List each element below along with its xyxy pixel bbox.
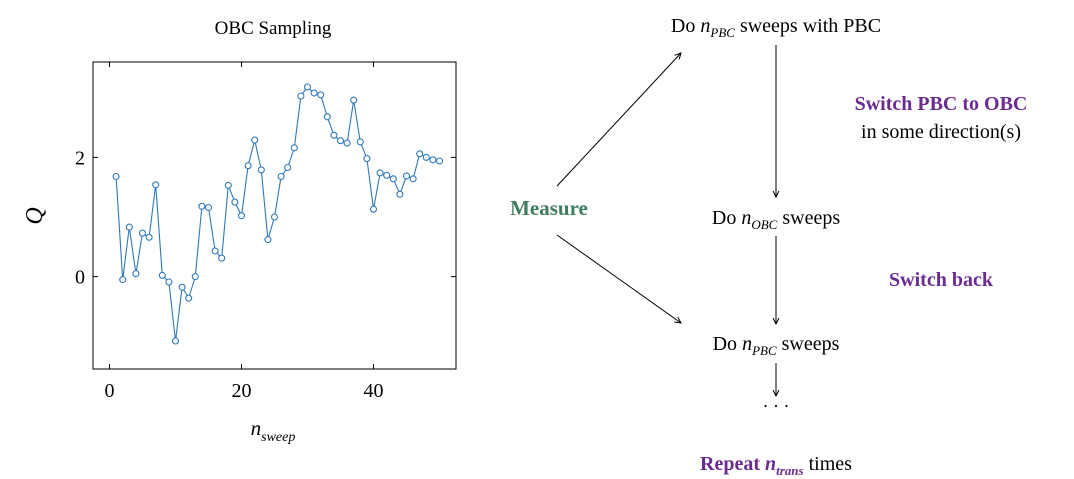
step-pbc-sweeps: Do nPBC sweeps — [713, 333, 840, 358]
switch-pbc-to-obc-label: Switch PBC to OBC — [855, 93, 1028, 115]
data-point — [178, 283, 186, 291]
x-tick-label: 40 — [364, 380, 384, 402]
data-point — [402, 172, 411, 180]
data-point — [336, 137, 345, 145]
data-point — [350, 96, 358, 104]
data-point — [185, 294, 193, 302]
data-point — [389, 175, 397, 183]
data-point — [132, 270, 140, 278]
obc-sampling-chart: OBC Sampling 0 20 40 02 nsweep Q — [22, 18, 457, 445]
arrow-measure-to-step3 — [556, 234, 681, 323]
data-point — [429, 156, 437, 164]
data-point — [277, 172, 285, 181]
x-axis-label: nsweep — [251, 416, 296, 445]
data-point — [257, 166, 265, 174]
series-points — [112, 83, 444, 345]
arrow-measure-to-step1 — [556, 53, 681, 187]
y-tick-label: 0 — [75, 267, 85, 289]
data-point — [290, 144, 298, 152]
data-point — [125, 223, 133, 231]
data-point — [224, 181, 232, 189]
sampling-flow-diagram: Measure Do nPBC sweeps with PBC Switch P… — [510, 15, 1027, 478]
data-point — [112, 172, 120, 181]
data-point — [198, 202, 206, 210]
ellipsis: · · · — [763, 396, 790, 416]
data-point — [204, 203, 213, 212]
data-point — [383, 171, 391, 179]
data-point — [416, 150, 424, 158]
repeat-label: Repeat ntrans times — [700, 453, 852, 478]
chart-title: OBC Sampling — [215, 18, 332, 39]
data-point — [171, 337, 180, 345]
data-point — [409, 175, 417, 183]
data-point — [330, 131, 338, 139]
data-point — [435, 157, 444, 165]
y-axis-label: Q — [22, 207, 48, 224]
data-point — [284, 163, 292, 172]
switch-back-label: Switch back — [889, 269, 994, 291]
data-point — [158, 271, 166, 279]
data-point — [270, 213, 279, 221]
data-point — [152, 181, 160, 189]
data-point — [191, 273, 199, 281]
data-point — [218, 254, 226, 262]
data-point — [422, 153, 430, 161]
data-point — [237, 212, 246, 220]
step-pbc-sweeps-with-pbc: Do nPBC sweeps with PBC — [671, 15, 881, 40]
data-point — [356, 138, 364, 146]
data-point — [145, 233, 153, 241]
data-point — [244, 162, 252, 170]
x-tick-label: 20 — [232, 380, 252, 402]
data-point — [343, 139, 351, 147]
x-tick-label: 0 — [105, 380, 115, 402]
data-point — [297, 92, 305, 100]
data-point — [211, 247, 219, 255]
data-point — [231, 198, 239, 206]
measure-label: Measure — [510, 196, 588, 220]
data-point — [303, 83, 312, 91]
data-point — [119, 276, 127, 284]
data-point — [369, 205, 378, 213]
data-point — [396, 190, 404, 198]
x-ticks: 0 20 40 — [105, 62, 384, 402]
step-obc-sweeps: Do nOBC sweeps — [712, 207, 840, 232]
data-point — [376, 169, 384, 177]
plot-frame — [92, 61, 457, 370]
y-ticks: 02 — [75, 147, 456, 289]
data-point — [310, 89, 318, 97]
data-point — [323, 113, 331, 121]
data-point — [264, 236, 272, 244]
data-point — [317, 91, 325, 99]
y-tick-label: 2 — [75, 147, 85, 169]
data-point — [251, 136, 259, 144]
series-line — [115, 86, 440, 342]
data-point — [165, 278, 173, 286]
data-point — [138, 229, 147, 237]
data-point — [363, 155, 371, 163]
switch-direction-label: in some direction(s) — [861, 121, 1021, 143]
